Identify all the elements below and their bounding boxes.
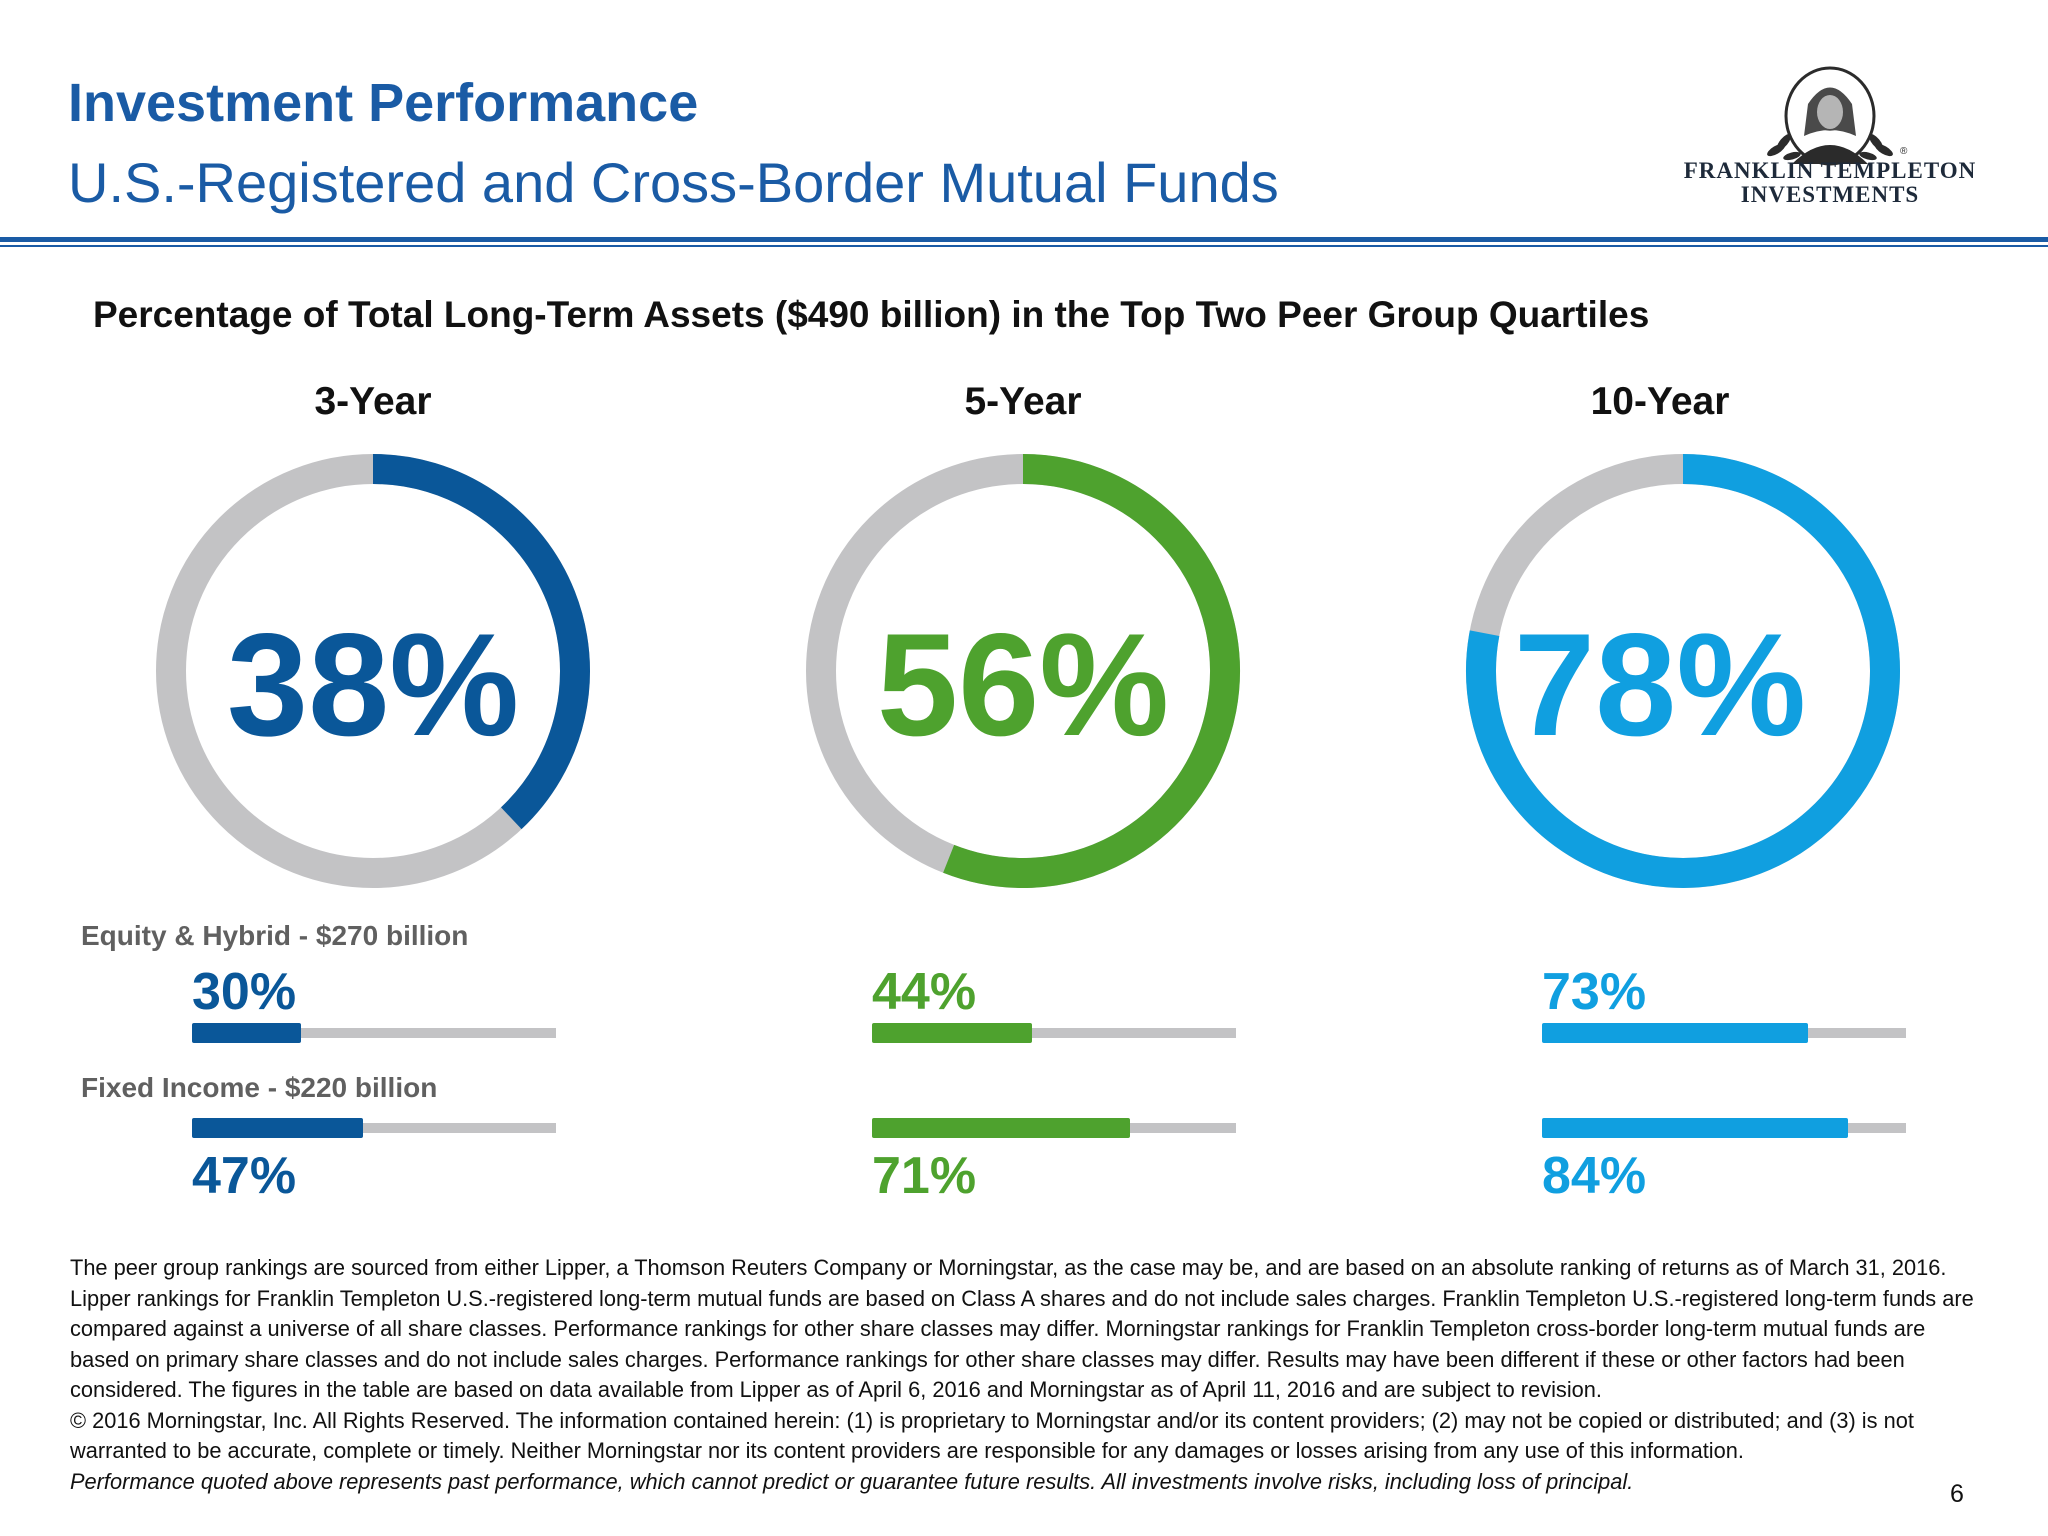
fixed-income-bar-fill-5-year bbox=[872, 1118, 1131, 1138]
company-logo: FRANKLIN TEMPLETON INVESTMENTS ® bbox=[1680, 66, 1980, 216]
donut-arc-10-year bbox=[1466, 454, 1900, 888]
donut-arc-3-year bbox=[372, 454, 590, 830]
donut-value-5-year: 56% bbox=[876, 603, 1170, 766]
footnote-disclosure: The peer group rankings are sourced from… bbox=[70, 1255, 1974, 1402]
equity-bar-5-year bbox=[872, 1023, 1236, 1043]
footnote-copyright: © 2016 Morningstar, Inc. All Rights Rese… bbox=[70, 1407, 1914, 1464]
equity-bar-fill-10-year bbox=[1542, 1023, 1808, 1043]
period-label-3-year: 3-Year bbox=[314, 380, 432, 423]
page-number: 6 bbox=[1950, 1480, 1964, 1508]
footnote-performance-disclaimer: Performance quoted above represents past… bbox=[70, 1468, 1634, 1494]
donut-value-10-year: 78% bbox=[1513, 603, 1807, 766]
fixed-income-value-3-year: 47% bbox=[192, 1147, 297, 1205]
equity-value-10-year: 73% bbox=[1542, 963, 1647, 1021]
logo-text-line1: FRANKLIN TEMPLETON bbox=[1683, 158, 1977, 183]
donut-arc-5-year bbox=[943, 454, 1240, 888]
category-label-fixed-income: Fixed Income - $220 billion bbox=[81, 1072, 438, 1103]
equity-value-5-year: 44% bbox=[872, 963, 977, 1021]
registered-mark: ® bbox=[1900, 146, 1908, 157]
fixed-income-bar-fill-10-year bbox=[1542, 1118, 1848, 1138]
period-label-5-year: 5-Year bbox=[964, 380, 1082, 423]
fixed-income-value-5-year: 71% bbox=[872, 1147, 977, 1205]
fixed-income-bar-fill-3-year bbox=[192, 1118, 364, 1138]
donut-value-3-year: 38% bbox=[226, 603, 520, 766]
chart-title: Percentage of Total Long-Term Assets ($4… bbox=[93, 294, 1650, 335]
equity-bar-fill-5-year bbox=[872, 1023, 1033, 1043]
donut-charts bbox=[156, 454, 1900, 888]
fixed-income-bar-5-year bbox=[872, 1118, 1236, 1138]
category-label-equity-hybrid: Equity & Hybrid - $270 billion bbox=[81, 920, 469, 951]
equity-bar-3-year bbox=[192, 1023, 556, 1043]
equity-value-3-year: 30% bbox=[192, 963, 297, 1021]
equity-bar-10-year bbox=[1542, 1023, 1906, 1043]
fixed-income-value-10-year: 84% bbox=[1542, 1147, 1647, 1205]
equity-bar-fill-3-year bbox=[192, 1023, 302, 1043]
page-title: Investment Performance bbox=[68, 73, 699, 133]
footnote: The peer group rankings are sourced from… bbox=[70, 1253, 1980, 1497]
portrait-emblem-icon bbox=[1767, 66, 1893, 166]
logo-text-line2: INVESTMENTS bbox=[1740, 182, 1920, 207]
fixed-income-bar-3-year bbox=[192, 1118, 556, 1138]
header-rule bbox=[0, 237, 2048, 242]
page-subtitle: U.S.-Registered and Cross-Border Mutual … bbox=[68, 151, 1279, 214]
header-rule-thin bbox=[0, 245, 2048, 247]
fixed-income-bar-10-year bbox=[1542, 1118, 1906, 1138]
period-label-10-year: 10-Year bbox=[1590, 380, 1730, 423]
